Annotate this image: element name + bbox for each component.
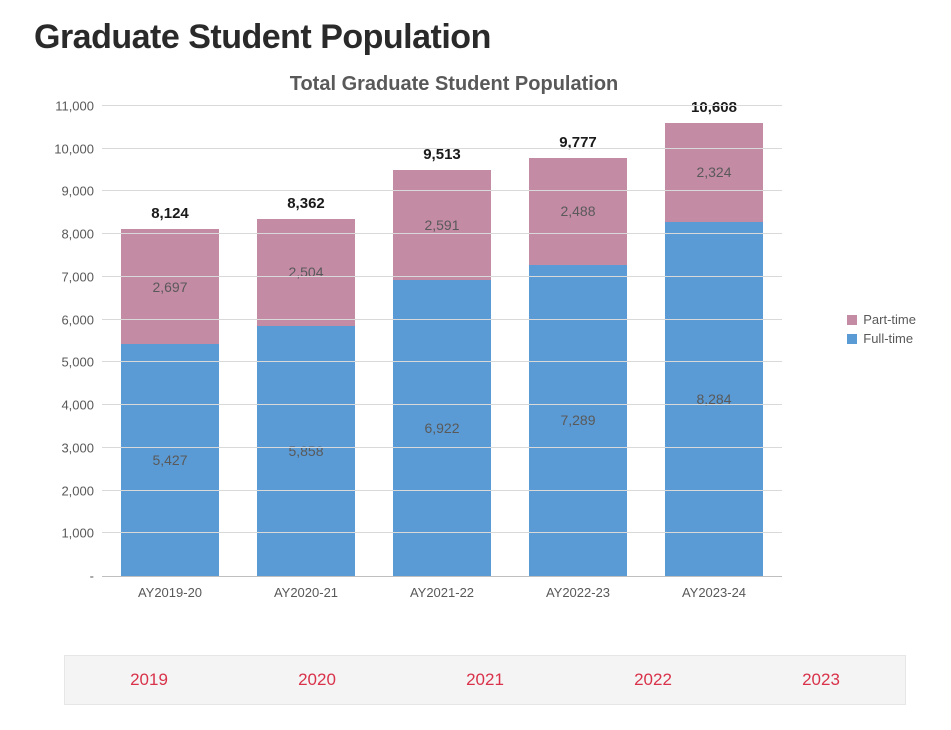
grid-line [102, 490, 782, 491]
bar-stack: 5,8582,5048,362 [257, 219, 355, 576]
legend-item-full-time: Full-time [847, 331, 916, 346]
bar-segment-part-time: 2,324 [665, 123, 763, 222]
y-tick-label: 7,000 [61, 269, 94, 284]
grid-line [102, 105, 782, 106]
chart-title: Total Graduate Student Population [34, 73, 914, 96]
year-tabs: 20192020202120222023 [64, 655, 906, 705]
bar-slot: 7,2892,4889,777 [510, 106, 646, 576]
bar-total-label: 8,124 [121, 205, 219, 222]
x-tick-label: AY2019-20 [102, 585, 238, 600]
year-tab[interactable]: 2021 [401, 670, 569, 690]
y-tick-label: 3,000 [61, 440, 94, 455]
y-tick-label: 10,000 [54, 141, 94, 156]
year-tab[interactable]: 2022 [569, 670, 737, 690]
legend-label-full-time: Full-time [863, 331, 913, 346]
year-tab[interactable]: 2019 [65, 670, 233, 690]
bar-stack: 5,4272,6978,124 [121, 229, 219, 576]
bar-stack: 6,9222,5919,513 [393, 170, 491, 576]
chart-y-axis: -1,0002,0003,0004,0005,0006,0007,0008,00… [34, 106, 102, 576]
year-tab[interactable]: 2020 [233, 670, 401, 690]
grid-line [102, 532, 782, 533]
grid-line [102, 319, 782, 320]
grid-line [102, 447, 782, 448]
y-tick-label: 5,000 [61, 355, 94, 370]
x-tick-label: AY2023-24 [646, 585, 782, 600]
bar-segment-part-time: 2,591 [393, 170, 491, 281]
year-tab[interactable]: 2023 [737, 670, 905, 690]
page-title: Graduate Student Population [34, 18, 921, 57]
bar-segment-full-time: 7,289 [529, 265, 627, 576]
bar-slot: 5,4272,697 8,124 [102, 106, 238, 576]
bar-slot: 6,9222,5919,513 [374, 106, 510, 576]
grid-line [102, 404, 782, 405]
grid-line [102, 233, 782, 234]
bar-segment-full-time: 5,427 [121, 344, 219, 576]
bar-slot: 8,2842,32410,608 [646, 106, 782, 576]
chart-x-axis: AY2019-20AY2020-21AY2021-22AY2022-23AY20… [102, 585, 782, 600]
bar-total-label: 10,608 [665, 99, 763, 116]
y-tick-label: 1,000 [61, 526, 94, 541]
bar-stack: 7,2892,4889,777 [529, 158, 627, 576]
grid-line [102, 276, 782, 277]
legend-label-part-time: Part-time [863, 312, 916, 327]
bar-segment-part-time: 2,504 [257, 219, 355, 326]
x-tick-label: AY2022-23 [510, 585, 646, 600]
y-tick-label: - [90, 569, 94, 584]
grid-line [102, 148, 782, 149]
chart-plot-area: 5,4272,697 8,124 5,8582,504 8,362 6,9222,591… [102, 106, 782, 577]
bar-segment-full-time: 5,858 [257, 326, 355, 576]
legend-swatch-part-time [847, 315, 857, 325]
grid-line [102, 361, 782, 362]
y-tick-label: 6,000 [61, 312, 94, 327]
x-tick-label: AY2021-22 [374, 585, 510, 600]
bar-segment-part-time: 2,697 [121, 229, 219, 344]
legend-item-part-time: Part-time [847, 312, 916, 327]
y-tick-label: 8,000 [61, 227, 94, 242]
x-tick-label: AY2020-21 [238, 585, 374, 600]
bar-slot: 5,8582,504 8,362 [238, 106, 374, 576]
y-tick-label: 4,000 [61, 398, 94, 413]
bar-total-label: 8,362 [257, 195, 355, 212]
population-chart: Total Graduate Student Population - 1,000… [34, 73, 914, 633]
y-tick-label: 11,000 [55, 99, 94, 114]
bar-segment-part-time: 2,488 [529, 158, 627, 264]
y-tick-label: 2,000 [61, 483, 94, 498]
y-tick-label: 9,000 [61, 184, 94, 199]
chart-legend: Part-time Full-time [847, 308, 916, 350]
legend-swatch-full-time [847, 334, 857, 344]
grid-line [102, 190, 782, 191]
